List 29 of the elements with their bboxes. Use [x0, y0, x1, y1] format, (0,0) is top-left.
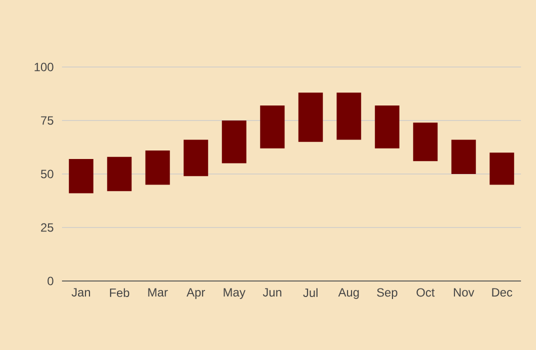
y-tick-label: 25 [41, 223, 54, 232]
y-tick-label: 50 [40, 170, 54, 178]
bar [490, 152, 514, 185]
x-tick-label: Sep [377, 288, 398, 300]
x-tick-label: Dec [492, 288, 512, 297]
bar [336, 92, 362, 140]
x-tick-label: Jul [303, 288, 318, 298]
bar [298, 92, 323, 142]
y-tick-label: 0 [48, 276, 54, 286]
bar [145, 150, 170, 185]
x-tick-label: Feb [110, 288, 130, 298]
x-tick-label: Aug [338, 288, 359, 299]
x-tick-label: Jan [72, 288, 90, 297]
bar [222, 120, 246, 164]
bar [413, 122, 438, 162]
bar [374, 106, 400, 148]
x-tick-label: Nov [454, 288, 474, 297]
bar [184, 140, 208, 176]
bar [68, 159, 94, 194]
bar [260, 106, 285, 148]
y-tick-label: 75 [41, 116, 54, 125]
x-tick-label: Oct [416, 288, 435, 297]
x-tick-label: Mar [148, 288, 168, 297]
x-tick-label: Apr [186, 288, 206, 299]
x-tick-label: May [224, 288, 246, 299]
x-tick-label: Jun [262, 288, 282, 297]
y-tick-label: 100 [34, 62, 54, 72]
bar [107, 156, 132, 192]
bar [451, 140, 476, 174]
